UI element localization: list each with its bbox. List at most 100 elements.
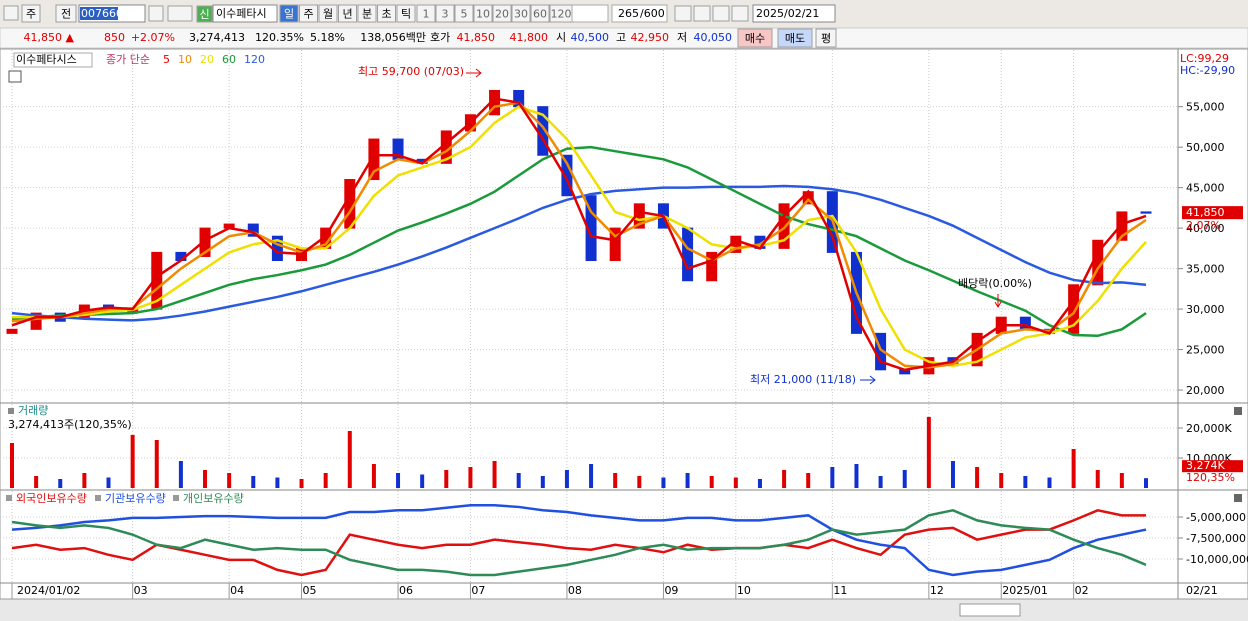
interval-button-bg[interactable]: [357, 4, 377, 23]
minute-button[interactable]: 5: [461, 8, 468, 21]
info-volume: 3,274,413: [189, 31, 245, 44]
annotation-low: 최저 21,000 (11/18): [750, 373, 856, 386]
scroll-thumb[interactable]: [959, 603, 1021, 617]
tool-icon[interactable]: [712, 5, 730, 22]
interval-button[interactable]: 분: [362, 8, 372, 21]
info-low-label: 저: [677, 31, 687, 44]
info-high: 42,950: [631, 31, 670, 44]
legend-entry: 10: [178, 53, 192, 66]
volume-bar: [371, 464, 376, 488]
info-ask: 41,850: [457, 31, 496, 44]
sell-button[interactable]: 매도: [785, 32, 805, 45]
minute-button[interactable]: 60: [533, 8, 547, 21]
volume-bar: [757, 479, 762, 488]
interval-button-bg[interactable]: [396, 4, 416, 23]
stock-code[interactable]: 007660: [81, 7, 123, 20]
dropdown[interactable]: [571, 4, 609, 23]
info-price: 41,850 ▲: [24, 31, 75, 44]
volume-bar: [661, 477, 666, 488]
count-box[interactable]: [611, 4, 668, 23]
minute-button-bg[interactable]: [492, 4, 512, 23]
menu-icon[interactable]: [3, 5, 19, 21]
legend-entry: 60: [222, 53, 236, 66]
volume-bar: [782, 470, 787, 488]
minute-button[interactable]: 3: [442, 8, 449, 21]
moving-average: [11, 97, 1147, 372]
legend-marker: [173, 495, 179, 501]
panel-close[interactable]: [1234, 407, 1242, 415]
buy-button[interactable]: 매수: [745, 32, 765, 45]
moving-average: [11, 184, 1147, 322]
minute-button-bg[interactable]: [435, 4, 455, 23]
tool-icon[interactable]: [731, 5, 749, 22]
name-box[interactable]: [212, 4, 278, 23]
sound-icon[interactable]: [167, 5, 193, 22]
annotation-arrow: [466, 68, 482, 78]
tool-icon[interactable]: [693, 5, 711, 22]
interval-button-bg[interactable]: [279, 4, 299, 23]
x-tick-label: 07: [471, 584, 485, 597]
period-select-bg[interactable]: [21, 4, 41, 23]
new-badge-bg[interactable]: [196, 5, 213, 23]
candle: [199, 227, 211, 257]
minute-button[interactable]: 20: [495, 8, 509, 21]
new-badge[interactable]: 신: [199, 8, 209, 21]
interval-button-bg[interactable]: [338, 4, 357, 23]
candle: [682, 227, 694, 282]
minute-button[interactable]: 30: [514, 8, 528, 21]
interval-button[interactable]: 주: [303, 8, 313, 21]
candle: [609, 227, 621, 262]
info-open-label: 시: [556, 31, 566, 44]
interval-button[interactable]: 일: [284, 7, 294, 21]
candle: [1140, 211, 1152, 214]
x-tick-label: 04: [230, 584, 244, 597]
candle: [706, 251, 718, 282]
volume-bar: [468, 467, 473, 488]
avg-button-bg[interactable]: [815, 28, 837, 48]
y-tick-label: 20,000K: [1186, 422, 1232, 435]
prev-button[interactable]: 전: [61, 8, 71, 21]
volume-bar: [106, 477, 111, 488]
panel-close[interactable]: [1234, 494, 1242, 502]
minute-button-bg[interactable]: [511, 4, 531, 23]
legend-entry: 개인보유수량: [183, 492, 244, 505]
grid-icon: [8, 70, 22, 83]
buy-button-bg[interactable]: [737, 28, 773, 48]
interval-button[interactable]: 초: [381, 8, 391, 21]
chart-title: 이수페타시스: [16, 53, 77, 66]
tool-icon[interactable]: [674, 5, 692, 22]
interval-button-bg[interactable]: [318, 4, 338, 23]
minute-button[interactable]: 1: [423, 8, 430, 21]
minute-button[interactable]: 10: [476, 8, 490, 21]
volume-bar: [299, 479, 304, 488]
prev-button-bg[interactable]: [55, 4, 77, 23]
volume-bar: [1071, 449, 1076, 488]
annotation-arrow: [860, 375, 876, 385]
info-open: 40,500: [571, 31, 610, 44]
legend-entry: 20: [200, 53, 214, 66]
interval-button[interactable]: 년: [342, 8, 352, 21]
interval-button[interactable]: 틱: [401, 8, 411, 21]
candle: [30, 312, 42, 330]
minute-button-bg[interactable]: [530, 4, 550, 23]
minute-button-bg[interactable]: [416, 4, 436, 23]
interval-button-bg[interactable]: [377, 4, 396, 23]
interval-button[interactable]: 월: [323, 8, 333, 21]
sell-button-bg[interactable]: [777, 28, 813, 48]
scrollbar[interactable]: [0, 600, 1248, 621]
stock-name[interactable]: 이수페타시: [216, 7, 267, 20]
date-box[interactable]: [752, 4, 836, 23]
minute-button[interactable]: 120: [551, 8, 572, 21]
period-select[interactable]: 주: [26, 8, 36, 21]
volume-bar: [950, 461, 955, 488]
interval-button-bg[interactable]: [299, 4, 318, 23]
minute-button-bg[interactable]: [473, 4, 493, 23]
last-volume-rate: 120,35%: [1186, 471, 1235, 484]
annotation-high: 최고 59,700 (07/03): [358, 65, 464, 78]
legend-entry: 외국인보유수량: [16, 492, 87, 505]
avg-button[interactable]: 평: [821, 32, 831, 45]
volume-bar: [178, 461, 183, 488]
search-icon[interactable]: [148, 5, 164, 22]
minute-button-bg[interactable]: [454, 4, 474, 23]
